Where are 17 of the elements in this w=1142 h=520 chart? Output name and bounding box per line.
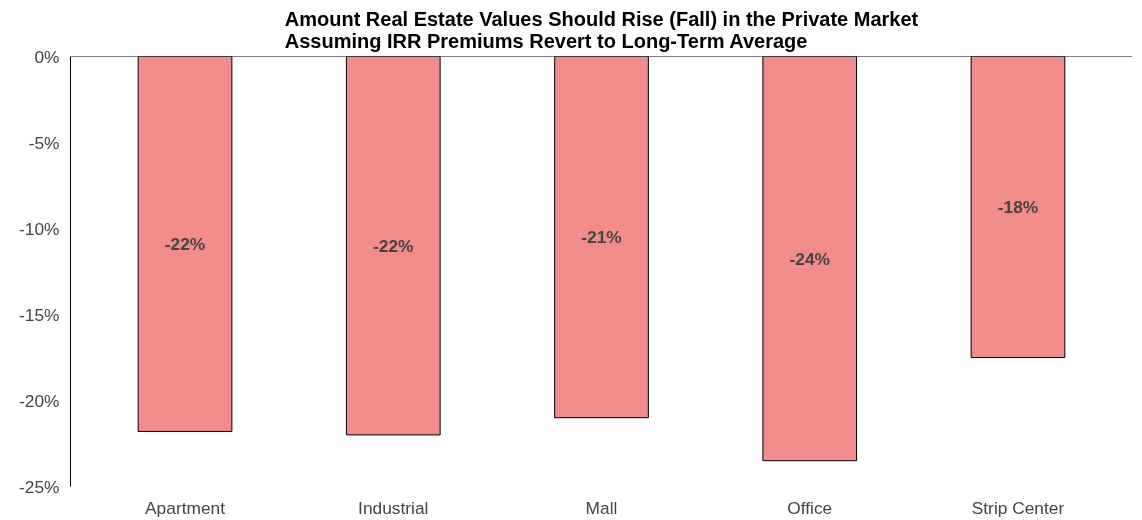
x-tick-label: Strip Center xyxy=(971,497,1065,518)
chart-title: Amount Real Estate Values Should Rise (Fall) in the Private Market Assuming IRR Premiums Revert to Long-Term Average xyxy=(284,7,919,52)
data-label: -21% xyxy=(581,227,622,248)
y-tick-label: -15% xyxy=(19,304,60,325)
y-tick-label: -5% xyxy=(28,132,60,153)
y-tick-label: -20% xyxy=(19,390,60,411)
x-tick-label: Industrial xyxy=(358,497,429,518)
x-tick-label: Mall xyxy=(585,497,618,518)
y-tick-label: 0% xyxy=(34,46,60,67)
x-tick-label: Apartment xyxy=(145,497,226,518)
x-tick-label: Office xyxy=(787,497,833,518)
y-tick-label: -10% xyxy=(19,218,60,239)
data-label: -22% xyxy=(373,235,414,256)
y-tick-label: -25% xyxy=(19,476,60,497)
data-label: -22% xyxy=(164,233,206,254)
data-label: -18% xyxy=(997,197,1039,217)
data-label: -24% xyxy=(789,248,830,269)
